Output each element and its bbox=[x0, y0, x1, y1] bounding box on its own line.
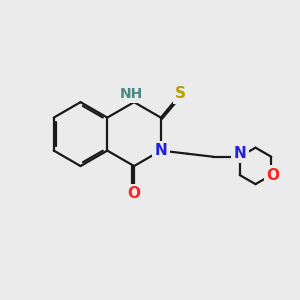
Text: N: N bbox=[154, 143, 167, 158]
Text: O: O bbox=[266, 167, 279, 182]
Text: NH: NH bbox=[120, 87, 143, 101]
Text: N: N bbox=[233, 146, 246, 161]
Text: O: O bbox=[128, 186, 141, 201]
Text: S: S bbox=[175, 86, 186, 101]
